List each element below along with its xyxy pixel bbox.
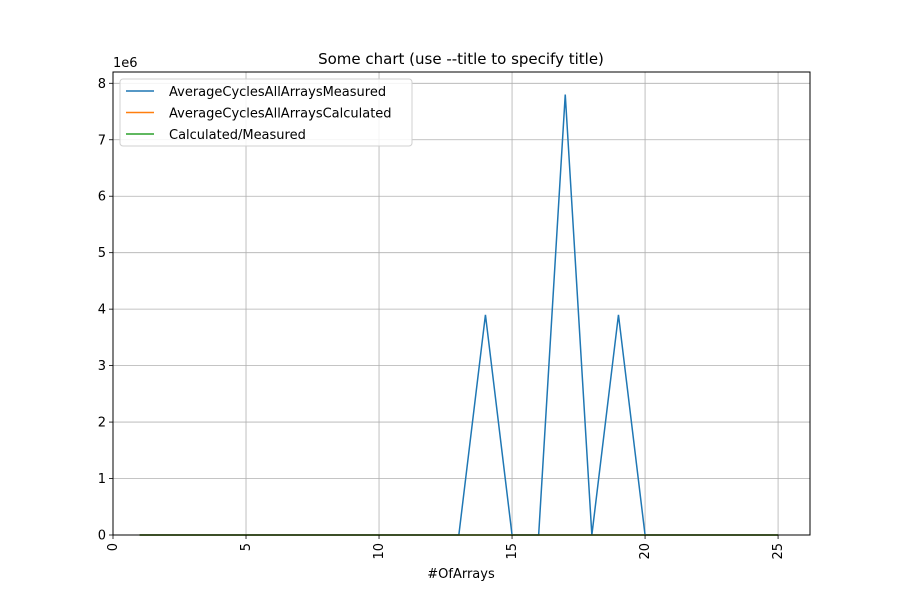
plot-frame bbox=[112, 71, 811, 536]
x-axis-label: #OfArrays bbox=[427, 567, 495, 582]
y-tick-label: 3 bbox=[98, 359, 106, 374]
series-layer bbox=[139, 94, 779, 536]
legend-label: AverageCyclesAllArraysCalculated bbox=[169, 107, 392, 122]
y-tick-label: 0 bbox=[98, 529, 106, 544]
x-tick-label: 25 bbox=[771, 543, 786, 560]
grid-lines bbox=[112, 72, 810, 536]
y-tick-label: 4 bbox=[98, 303, 106, 318]
legend-label: Calculated/Measured bbox=[169, 128, 306, 143]
y-axis: 0 1 2 3 4 5 6 7 8 bbox=[98, 77, 113, 544]
legend: AverageCyclesAllArraysMeasured AverageCyc… bbox=[119, 78, 413, 147]
x-axis: 0 5 10 15 20 25 bbox=[106, 535, 786, 560]
chart-title: Some chart (use --title to specify title… bbox=[318, 50, 604, 68]
y-tick-label: 8 bbox=[98, 77, 106, 92]
x-tick-label: 15 bbox=[505, 543, 520, 560]
x-tick-label: 0 bbox=[106, 543, 121, 551]
y-offset-label: 1e6 bbox=[113, 56, 138, 71]
y-tick-label: 1 bbox=[98, 472, 106, 487]
legend-label: AverageCyclesAllArraysMeasured bbox=[169, 85, 386, 100]
series-line-1 bbox=[139, 94, 779, 536]
x-tick-label: 5 bbox=[239, 543, 254, 551]
legend-box bbox=[119, 78, 413, 147]
y-tick-label: 2 bbox=[98, 416, 106, 431]
x-tick-label: 10 bbox=[372, 543, 387, 560]
x-tick-label: 20 bbox=[638, 543, 653, 560]
y-tick-label: 6 bbox=[98, 190, 106, 205]
y-tick-label: 7 bbox=[98, 133, 106, 148]
y-tick-label: 5 bbox=[98, 246, 106, 261]
